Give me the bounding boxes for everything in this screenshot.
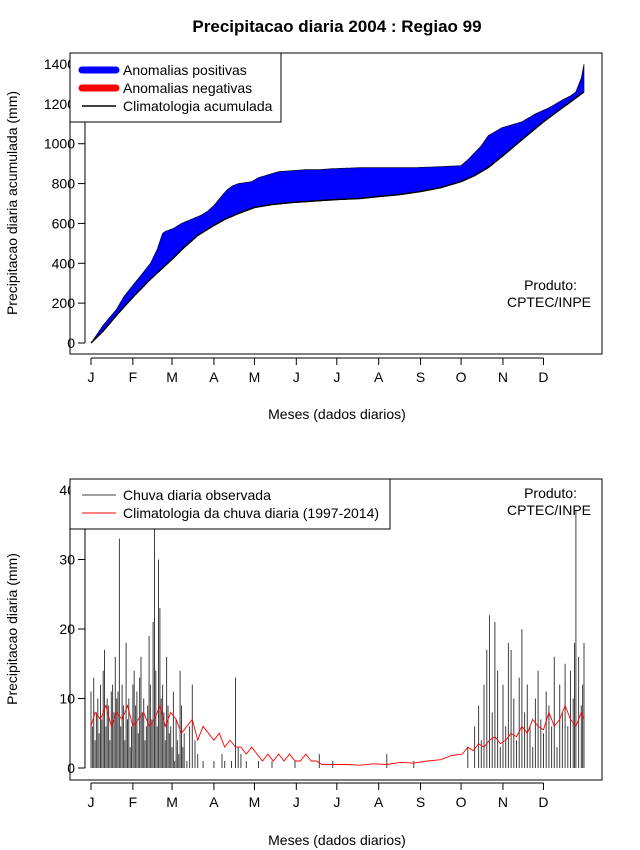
top-x-tick-label: S (416, 369, 425, 385)
bottom-x-tick-label: F (129, 794, 138, 810)
top-x-tick-label: J (88, 369, 95, 385)
top-x-tick-label: J (293, 369, 300, 385)
bottom-annotation-line-2: CPTEC/INPE (507, 502, 591, 518)
bottom-x-tick-label: M (249, 794, 261, 810)
daily-climatology-line-group (90, 704, 585, 766)
bottom-y-tick-label: 0 (67, 760, 75, 776)
bottom-y-tick-label: 30 (59, 552, 75, 568)
bottom-legend: Chuva diaria observada Climatologia da c… (69, 478, 391, 530)
top-x-tick-label: M (249, 369, 261, 385)
top-y-tick-label: 400 (52, 255, 76, 271)
top-x-tick-label: A (374, 369, 384, 385)
cumulative-precipitation-chart: 0 200 400 600 800 1000 1200 1400 J F M A M J J A S O N D M… (4, 52, 603, 422)
bottom-x-tick-label: N (498, 794, 508, 810)
bottom-x-tick-label: S (416, 794, 425, 810)
top-y-tick-label: 1200 (44, 96, 75, 112)
bottom-x-tick-label: A (374, 794, 384, 810)
top-x-tick-label: F (129, 369, 138, 385)
legend-observed-label: Chuva diaria observada (123, 487, 271, 503)
top-annotation-line-1: Produto: (524, 277, 577, 293)
top-y-tick-label: 800 (52, 176, 76, 192)
top-x-tick-label: J (333, 369, 340, 385)
cumulative-climatology-line-group (90, 91, 585, 344)
legend-climatology-label: Climatologia acumulada (123, 98, 273, 114)
top-x-axis-label: Meses (dados diarios) (268, 406, 406, 422)
bottom-x-tick-label: J (293, 794, 300, 810)
top-legend: Anomalias positivas Anomalias negativas … (69, 52, 282, 123)
top-annotation-line-2: CPTEC/INPE (507, 294, 591, 310)
top-x-tick-label: O (456, 369, 467, 385)
bottom-x-tick-label: J (333, 794, 340, 810)
legend-daily-climatology-label: Climatologia da chuva diaria (1997-2014) (123, 505, 379, 521)
top-y-tick-label: 1400 (44, 56, 75, 72)
top-plot-box (69, 52, 603, 355)
top-y-tick-label: 200 (52, 295, 76, 311)
top-x-tick-label: M (166, 369, 178, 385)
bottom-x-tick-label: A (209, 794, 219, 810)
bottom-y-tick-label: 20 (59, 621, 75, 637)
bottom-x-tick-label: D (538, 794, 548, 810)
bottom-x-tick-label: M (166, 794, 178, 810)
bottom-y-tick-label: 10 (59, 691, 75, 707)
daily-climatology-line (90, 704, 585, 766)
top-x-tick-label: D (538, 369, 548, 385)
top-y-tick-label: 600 (52, 215, 76, 231)
top-y-tick-label: 0 (67, 335, 75, 351)
top-x-tick-label: N (498, 369, 508, 385)
climatology-cumulative-line (90, 91, 585, 344)
bottom-legend-box (69, 478, 391, 530)
figure-title: Precipitacao diaria 2004 : Regiao 99 (192, 17, 481, 36)
top-y-axis-label: Precipitacao diaria acumulada (mm) (4, 91, 20, 315)
top-y-tick-label: 1000 (44, 136, 75, 152)
bottom-x-tick-label: O (456, 794, 467, 810)
observed-rain-bars (90, 496, 585, 768)
bottom-x-tick-label: J (88, 794, 95, 810)
legend-negative-label: Anomalias negativas (123, 80, 252, 96)
bottom-y-axis-label: Precipitacao diaria (mm) (4, 553, 20, 705)
bottom-annotation-line-1: Produto: (524, 485, 577, 501)
top-x-tick-label: A (209, 369, 219, 385)
legend-positive-label: Anomalias positivas (123, 62, 247, 78)
bottom-x-axis-label: Meses (dados diarios) (268, 832, 406, 848)
top-y-axis: 0 200 400 600 800 1000 1200 1400 (44, 56, 86, 351)
